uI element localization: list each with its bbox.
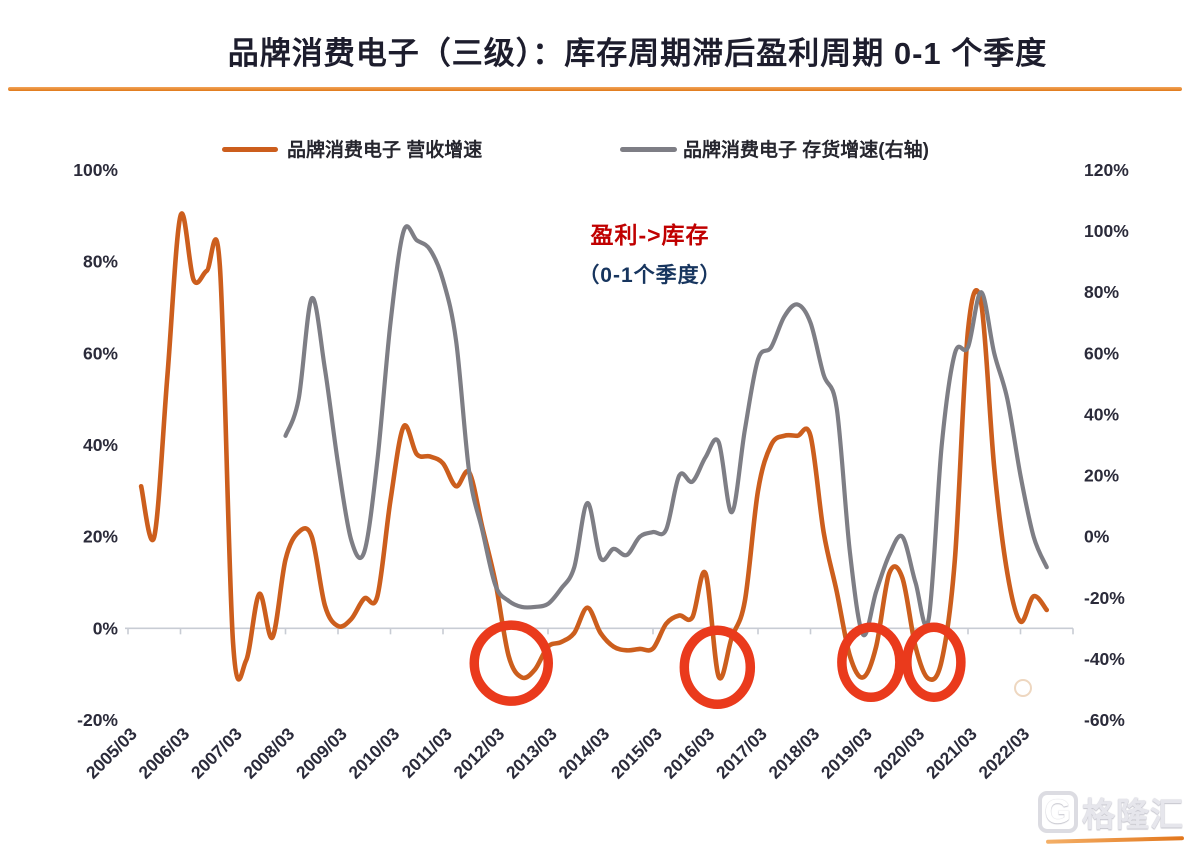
watermark-underline <box>1045 836 1185 844</box>
svg-text:20%: 20% <box>1084 466 1119 486</box>
svg-text:100%: 100% <box>73 160 118 180</box>
annotation-line1: 盈利->库存 <box>590 222 710 248</box>
watermark-text: 格隆汇 <box>1082 796 1184 833</box>
svg-text:-20%: -20% <box>1084 588 1125 608</box>
svg-text:40%: 40% <box>1084 404 1119 424</box>
svg-text:0%: 0% <box>1084 527 1110 547</box>
legend-label-inventory: 品牌消费电子 存货增速(右轴) <box>683 140 929 161</box>
svg-text:2013/03: 2013/03 <box>502 724 561 783</box>
svg-text:2022/03: 2022/03 <box>974 724 1033 783</box>
svg-text:60%: 60% <box>83 343 118 363</box>
svg-text:2021/03: 2021/03 <box>922 724 981 783</box>
svg-text:2020/03: 2020/03 <box>869 724 928 783</box>
svg-text:-20%: -20% <box>77 710 118 730</box>
svg-text:-40%: -40% <box>1084 649 1125 669</box>
svg-text:2006/03: 2006/03 <box>134 724 193 783</box>
svg-text:2009/03: 2009/03 <box>292 724 351 783</box>
legend-swatch-revenue <box>222 147 278 152</box>
svg-text:80%: 80% <box>1084 282 1119 302</box>
svg-text:60%: 60% <box>1084 343 1119 363</box>
watermark-g-icon: G <box>1037 791 1078 833</box>
legend-label-revenue: 品牌消费电子 营收增速 <box>287 140 483 161</box>
svg-text:2011/03: 2011/03 <box>398 724 456 782</box>
svg-text:40%: 40% <box>83 435 118 455</box>
watermark-logo: G 格隆汇 <box>1034 788 1185 844</box>
svg-text:-60%: -60% <box>1084 710 1125 730</box>
svg-text:2007/03: 2007/03 <box>187 724 246 783</box>
svg-text:2008/03: 2008/03 <box>239 724 298 783</box>
svg-text:120%: 120% <box>1084 160 1129 180</box>
svg-text:2015/03: 2015/03 <box>607 724 666 783</box>
svg-text:2017/03: 2017/03 <box>712 724 771 783</box>
svg-text:2016/03: 2016/03 <box>659 724 718 783</box>
svg-text:2019/03: 2019/03 <box>817 724 876 783</box>
annotation-line2: （0-1个季度） <box>578 264 722 287</box>
svg-text:2012/03: 2012/03 <box>449 724 508 783</box>
legend-swatch-inventory <box>620 147 677 152</box>
svg-text:20%: 20% <box>83 527 118 547</box>
chart-title: 品牌消费电子（三级）：库存周期滞后盈利周期 0-1 个季度 <box>227 36 1048 71</box>
title-divider <box>8 87 1182 91</box>
lag-annotation: 盈利->库存 （0-1个季度） <box>495 216 805 289</box>
svg-text:2014/03: 2014/03 <box>554 724 613 783</box>
svg-text:100%: 100% <box>1084 221 1129 241</box>
svg-text:2005/03: 2005/03 <box>82 724 141 783</box>
svg-text:0%: 0% <box>93 618 119 638</box>
svg-text:80%: 80% <box>83 252 118 272</box>
svg-text:2018/03: 2018/03 <box>764 724 823 783</box>
svg-text:2010/03: 2010/03 <box>344 724 403 783</box>
